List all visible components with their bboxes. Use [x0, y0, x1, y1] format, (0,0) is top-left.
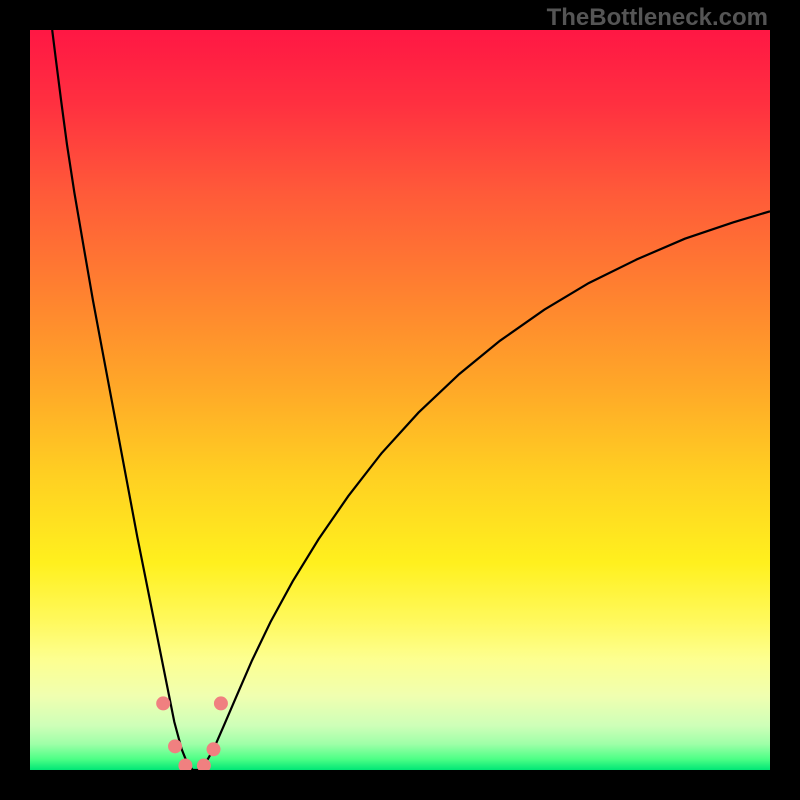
curve-marker	[207, 743, 220, 756]
curve-marker	[169, 740, 182, 753]
watermark-text: TheBottleneck.com	[547, 4, 768, 32]
curve-layer	[30, 30, 770, 770]
curve-marker	[214, 697, 227, 710]
plot-area	[30, 30, 770, 770]
chart-frame: TheBottleneck.com	[0, 0, 800, 800]
curve-marker	[157, 697, 170, 710]
curve-marker	[197, 759, 210, 770]
curve-marker	[179, 759, 192, 770]
curve-markers	[157, 697, 228, 770]
bottleneck-curve	[52, 30, 770, 770]
